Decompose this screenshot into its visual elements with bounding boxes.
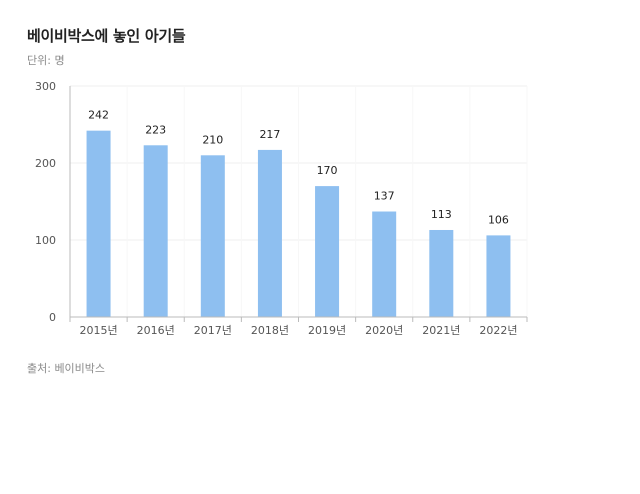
bar	[143, 145, 168, 317]
x-tick-label: 2021년	[422, 324, 460, 337]
grid-lines	[70, 85, 528, 317]
x-tick-label: 2015년	[80, 324, 118, 337]
data-label: 106	[488, 213, 509, 226]
y-tick-label: 200	[35, 157, 56, 170]
x-tick-label: 2018년	[251, 324, 289, 337]
bar	[486, 235, 511, 317]
data-label: 137	[374, 190, 395, 203]
x-tick-label: 2022년	[479, 324, 517, 337]
bars	[86, 130, 511, 317]
bar	[315, 186, 340, 317]
bar	[372, 211, 397, 317]
x-tick-label: 2020년	[365, 324, 403, 337]
y-tick-label: 300	[35, 80, 56, 93]
axes	[69, 86, 528, 322]
source-note: 출처: 베이비박스	[27, 362, 106, 375]
bar	[200, 155, 225, 317]
data-label: 242	[88, 109, 109, 122]
data-label: 170	[317, 164, 338, 177]
chart-labels: 0 100 200 300 242 2015년 223 2016년 210 2017년 217 201…	[35, 80, 518, 337]
bar	[86, 130, 111, 317]
y-tick-label: 0	[49, 311, 56, 324]
x-tick-label: 2017년	[194, 324, 232, 337]
data-label: 113	[431, 208, 452, 221]
data-label: 210	[202, 133, 223, 146]
x-tick-label: 2016년	[137, 324, 175, 337]
y-tick-label: 100	[35, 234, 56, 247]
data-label: 217	[259, 128, 280, 141]
x-tick-label: 2019년	[308, 324, 346, 337]
unit-label: 단위: 명	[27, 54, 65, 67]
bar	[429, 229, 454, 317]
data-label: 223	[145, 123, 166, 136]
chart-title: 베이비박스에 놓인 아기들	[27, 27, 186, 45]
bar	[257, 149, 282, 317]
